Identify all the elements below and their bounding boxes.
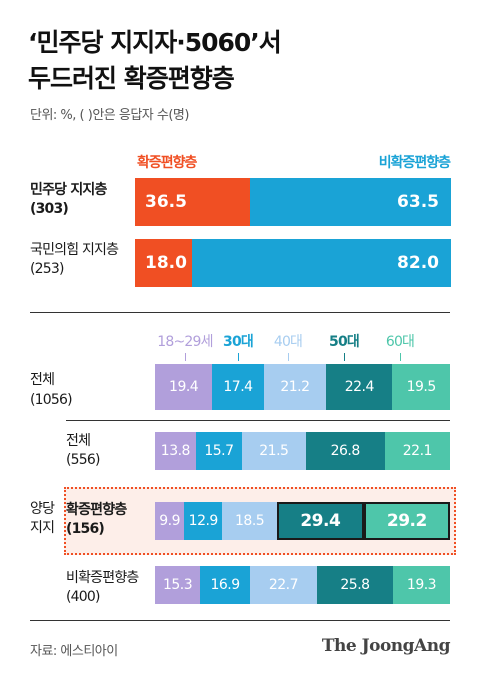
age-tick-30s	[238, 353, 239, 361]
age-row-confirm-count: (156)	[66, 521, 105, 537]
age-bar-nonconfirm-segment-40s: 22.7	[249, 566, 317, 604]
party-row-1-label: 민주당 지지층 (303)	[30, 181, 107, 219]
age-row-overall-count: (1056)	[30, 392, 73, 408]
age-tick-60s	[400, 353, 401, 361]
party-bar-1-nonconfirm: 63.5	[250, 178, 451, 226]
party-bar-2-nonconfirm: 82.0	[191, 239, 451, 287]
party-row-2-label: 국민의힘 지지층 (253)	[30, 241, 119, 279]
age-bar-overall-value-60s: 19.5	[406, 379, 437, 395]
legend-confirm: 확증편향층	[137, 155, 197, 171]
age-bar-confirm-segment-50s: 29.4	[276, 502, 364, 540]
age-bar-overall-value-50s: 22.4	[344, 379, 375, 395]
divider-mid	[66, 420, 450, 421]
party-bar-1-confirm-value: 36.5	[145, 192, 187, 212]
age-bar-nonconfirm-segment-18-29: 15.3	[155, 566, 201, 604]
age-bar-nonconfirm-value-60s: 19.3	[406, 577, 437, 593]
age-bar-overall: 19.4 17.4 21.2 22.4 19.5	[155, 364, 450, 410]
age-bar-nonconfirm: 15.3 16.9 22.7 25.8 19.3	[155, 566, 450, 604]
age-bar-nonconfirm-segment-60s: 19.3	[393, 566, 450, 604]
age-row-nonconfirm-name: 비확증편향층	[66, 570, 139, 586]
age-legend-50s: 50대	[329, 334, 360, 350]
age-tick-40s	[288, 353, 289, 361]
section-label-both-parties: 양당 지지	[30, 501, 55, 536]
divider-bottom	[30, 620, 450, 621]
age-bar-overall-value-18-29: 19.4	[169, 379, 199, 395]
title-line-2: 두드러진 확증편향층	[28, 64, 235, 93]
age-row-both-label: 전체 (556)	[66, 432, 100, 470]
legend-nonconfirm: 비확증편향층	[378, 155, 451, 171]
age-row-nonconfirm-count: (400)	[66, 589, 100, 605]
age-bar-both: 13.8 15.7 21.5 26.8 22.1	[155, 432, 450, 470]
age-bar-confirm-segment-60s: 29.2	[363, 502, 450, 540]
age-legend-30s: 30대	[223, 334, 254, 350]
age-bar-both-segment-60s: 22.1	[384, 432, 450, 470]
age-bar-both-value-40s: 21.5	[259, 443, 289, 459]
age-bar-confirm-segment-40s: 18.5	[222, 502, 277, 540]
age-bar-nonconfirm-value-50s: 25.8	[340, 577, 370, 593]
unit-note: 단위: %, ( )안은 응답자 수(명)	[30, 108, 189, 123]
age-bar-overall-segment-50s: 22.4	[326, 364, 393, 410]
age-bar-nonconfirm-value-30s: 16.9	[210, 577, 240, 593]
age-bar-nonconfirm-segment-50s: 25.8	[316, 566, 394, 604]
age-bar-overall-segment-40s: 21.2	[263, 364, 327, 410]
age-bar-both-segment-50s: 26.8	[305, 432, 385, 470]
age-row-confirm-label: 확증편향층 (156)	[66, 501, 127, 539]
age-tick-50s	[344, 353, 345, 361]
age-bar-both-segment-30s: 15.7	[195, 432, 243, 470]
age-bar-nonconfirm-value-18-29: 15.3	[162, 577, 193, 593]
age-bar-nonconfirm-value-40s: 22.7	[268, 577, 299, 593]
age-row-both-count: (556)	[66, 452, 100, 468]
party-bar-1-nonconfirm-value: 63.5	[397, 192, 439, 212]
age-row-nonconfirm-label: 비확증편향층 (400)	[66, 569, 139, 607]
age-bar-both-value-50s: 26.8	[330, 443, 361, 459]
age-bar-both-value-18-29: 13.8	[160, 443, 191, 459]
age-bar-confirm-value-18-29: 9.9	[159, 513, 180, 529]
age-legend-18-29: 18~29세	[157, 334, 213, 350]
age-row-overall-label: 전체 (1056)	[30, 370, 73, 410]
age-bar-overall-segment-18-29: 19.4	[155, 364, 213, 410]
party-bar-2-confirm: 18.0	[135, 239, 192, 287]
age-bar-confirm-value-60s: 29.2	[386, 511, 427, 531]
age-bar-both-segment-18-29: 13.8	[155, 432, 196, 470]
party-bar-2-nonconfirm-value: 82.0	[397, 253, 439, 273]
divider-top	[30, 312, 450, 313]
brand-logo: The JoongAng	[321, 636, 451, 656]
age-bar-overall-segment-60s: 19.5	[392, 364, 450, 410]
party-row-2-name: 국민의힘 지지층	[30, 242, 119, 258]
age-bar-confirm-value-40s: 18.5	[235, 513, 265, 529]
age-bar-both-value-60s: 22.1	[402, 443, 433, 459]
age-row-both-name: 전체	[66, 433, 91, 449]
age-bar-confirm-segment-18-29: 9.9	[155, 502, 185, 540]
age-bar-confirm-value-30s: 12.9	[188, 513, 219, 529]
age-bar-both-value-30s: 15.7	[204, 443, 234, 459]
age-bar-confirm-segment-30s: 12.9	[184, 502, 223, 540]
age-row-confirm-name: 확증편향층	[66, 502, 127, 518]
age-tick-18-29	[185, 353, 186, 361]
party-row-1-count: (303)	[30, 201, 69, 217]
party-row-1-name: 민주당 지지층	[30, 182, 107, 198]
age-bar-overall-value-30s: 17.4	[223, 379, 253, 395]
party-bar-2: 18.0 82.0	[135, 239, 451, 287]
age-bar-both-segment-40s: 21.5	[242, 432, 306, 470]
age-legend-40s: 40대	[273, 334, 303, 350]
age-bar-overall-value-40s: 21.2	[280, 379, 310, 395]
title-line-1: ‘민주당 지지자·5060’서	[28, 28, 282, 57]
party-bar-1-confirm: 36.5	[135, 178, 251, 226]
party-bar-2-confirm-value: 18.0	[145, 253, 187, 273]
party-bar-1: 36.5 63.5	[135, 178, 451, 226]
age-bar-overall-segment-30s: 17.4	[212, 364, 264, 410]
party-row-2-count: (253)	[30, 261, 64, 277]
age-bar-nonconfirm-segment-30s: 16.9	[200, 566, 250, 604]
source-note: 자료: 에스티아이	[30, 644, 118, 659]
age-row-overall-name: 전체	[30, 372, 55, 388]
age-bar-confirm: 9.9 12.9 18.5 29.4 29.2	[155, 502, 450, 540]
age-legend-60s: 60대	[385, 334, 415, 350]
age-bar-confirm-value-50s: 29.4	[300, 511, 341, 531]
